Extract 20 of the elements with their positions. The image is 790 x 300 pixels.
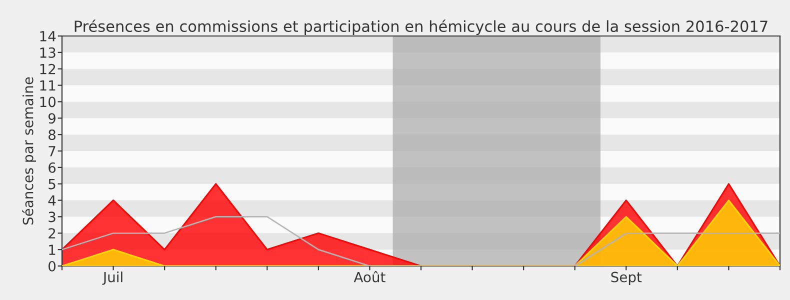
chart-title: Présences en commissions et participation en hémicycle au cours de la session 2016-2017 bbox=[74, 20, 768, 36]
y-tick-label: 7 bbox=[48, 146, 56, 156]
y-tick-label: 11 bbox=[40, 80, 56, 91]
x-tick-label: Sept bbox=[611, 272, 642, 285]
y-axis-title: Séances par semaine bbox=[22, 77, 36, 225]
y-tick-label: 12 bbox=[40, 64, 56, 74]
y-tick-label: 3 bbox=[48, 212, 56, 222]
x-tick-label: Juil bbox=[102, 272, 122, 285]
y-tick-label: 8 bbox=[48, 130, 56, 140]
y-tick-label: 6 bbox=[48, 162, 56, 173]
y-tick-label: 13 bbox=[40, 47, 56, 58]
y-tick-label: 1 bbox=[49, 244, 56, 255]
y-tick-label: 5 bbox=[48, 179, 56, 190]
y-tick-label: 2 bbox=[48, 228, 56, 238]
y-tick-label: 4 bbox=[48, 195, 56, 206]
x-tick-label: Août bbox=[354, 271, 386, 282]
y-tick-label: 9 bbox=[48, 113, 56, 124]
y-tick-label: 0 bbox=[48, 260, 56, 272]
y-tick-label: 14 bbox=[40, 31, 56, 42]
y-tick-label: 10 bbox=[40, 96, 56, 108]
